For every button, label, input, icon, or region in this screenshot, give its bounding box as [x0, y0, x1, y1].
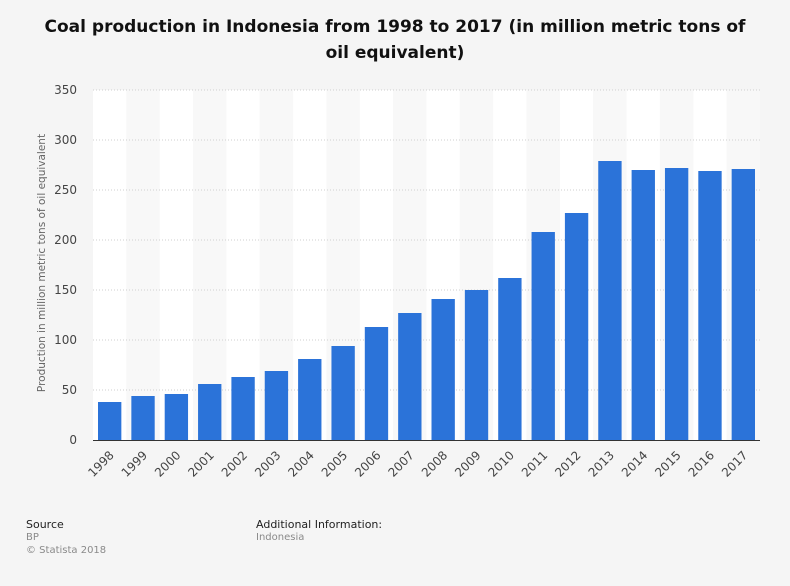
source-block: Source BP © Statista 2018 [26, 518, 106, 557]
bar-2011[interactable] [531, 232, 555, 440]
bar-2003[interactable] [264, 371, 289, 440]
y-tick-label: 300 [54, 133, 77, 147]
bar-2000[interactable] [164, 394, 189, 440]
x-tick-label: 2009 [452, 448, 483, 479]
y-tick-label: 0 [69, 433, 77, 447]
bar-2004[interactable] [298, 359, 322, 440]
y-tick-label: 100 [54, 333, 77, 347]
column-bands [93, 90, 760, 440]
column-band [159, 90, 194, 440]
x-tick-label: 2000 [152, 448, 183, 479]
column-band [126, 90, 160, 440]
source-label: Source [26, 518, 64, 531]
bar-2008[interactable] [431, 299, 455, 440]
bar-2017[interactable] [731, 169, 755, 440]
x-axis-tick-labels: 1998 1999 2000 2001 2002 2003 2004 2005 2006 2007… [85, 448, 750, 479]
x-tick-label: 2008 [419, 448, 450, 479]
x-tick-label: 2010 [485, 448, 516, 479]
bar-2013[interactable] [598, 161, 622, 440]
bar-2007[interactable] [398, 313, 422, 440]
bar-2001[interactable] [198, 384, 222, 440]
x-tick-label: 2016 [686, 448, 717, 479]
x-tick-label: 2015 [652, 448, 683, 479]
y-tick-label: 350 [54, 83, 77, 97]
bar-2005[interactable] [331, 346, 355, 440]
x-tick-label: 2003 [252, 448, 283, 479]
bar-2010[interactable] [498, 278, 522, 440]
bar-2014[interactable] [631, 170, 655, 440]
x-tick-label: 1999 [119, 448, 150, 479]
x-tick-label: 2013 [586, 448, 617, 479]
x-tick-label: 1998 [85, 448, 116, 479]
x-tick-label: 2007 [385, 448, 416, 479]
x-tick-label: 2004 [285, 448, 316, 479]
copyright-text: © Statista 2018 [26, 545, 107, 556]
column-band [193, 90, 227, 440]
x-tick-label: 2011 [519, 448, 550, 479]
additional-info-block: Additional Information: Indonesia [256, 518, 382, 544]
bar-2012[interactable] [564, 213, 589, 440]
y-tick-label: 250 [54, 183, 77, 197]
x-tick-label: 2017 [719, 448, 750, 479]
bar-2016[interactable] [698, 171, 722, 440]
y-tick-label: 200 [54, 233, 77, 247]
x-tick-label: 2012 [552, 448, 583, 479]
column-band [93, 90, 127, 440]
additional-info-label: Additional Information: [256, 518, 383, 531]
bar-2015[interactable] [664, 168, 689, 440]
y-tick-label: 150 [54, 283, 77, 297]
y-tick-label: 50 [62, 383, 77, 397]
x-tick-label: 2014 [619, 448, 650, 479]
bar-1999[interactable] [131, 396, 155, 440]
additional-info-value: Indonesia [256, 532, 305, 543]
bar-2009[interactable] [464, 290, 489, 440]
bars [98, 161, 755, 440]
x-tick-label: 2006 [352, 448, 383, 479]
x-tick-label: 2002 [219, 448, 250, 479]
bar-1998[interactable] [98, 402, 122, 440]
bar-2002[interactable] [231, 377, 255, 440]
x-tick-label: 2001 [185, 448, 216, 479]
y-axis-title: Production in million metric tons of oil… [36, 134, 48, 392]
chart-title: Coal production in Indonesia from 1998 t… [44, 17, 746, 63]
y-axis-tick-labels: 0 50 100 150 200 250 300 350 [54, 83, 77, 447]
bar-2006[interactable] [364, 327, 389, 440]
x-tick-label: 2005 [319, 448, 350, 479]
source-value: BP [26, 532, 39, 543]
